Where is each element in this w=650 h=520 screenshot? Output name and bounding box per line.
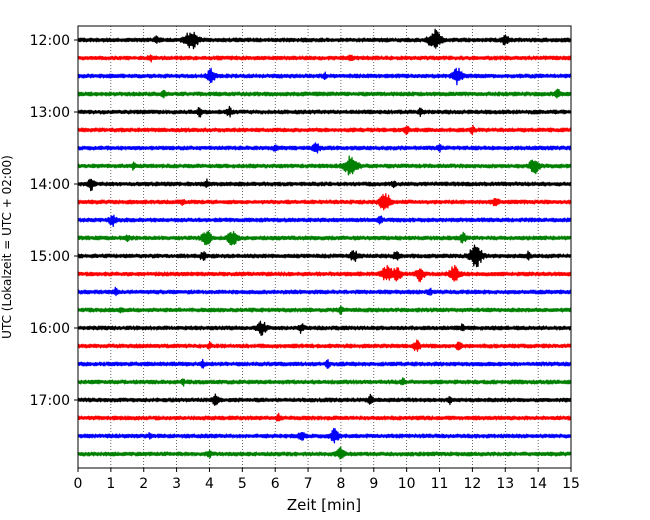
trace-line xyxy=(77,427,572,444)
trace-line xyxy=(77,339,572,352)
trace-line xyxy=(77,155,572,176)
trace-line xyxy=(77,54,572,63)
x-tick-label: 2 xyxy=(139,476,148,492)
x-axis: 0 1 2 3 4 5 6 7 8 9 10 11 12 13 14 15 xyxy=(74,468,580,492)
y-tick-label: 12:00 xyxy=(30,33,70,49)
traces xyxy=(77,28,572,460)
trace-line xyxy=(77,178,572,192)
x-tick-label: 15 xyxy=(562,476,580,492)
x-tick-label: 0 xyxy=(74,476,83,492)
y-tick-label: 16:00 xyxy=(30,321,70,337)
trace-line xyxy=(77,286,572,297)
x-axis-label: Zeit [min] xyxy=(287,496,361,514)
trace-line xyxy=(77,214,572,228)
plot-frame xyxy=(77,25,572,469)
x-tick-label: 3 xyxy=(172,476,181,492)
x-tick-label: 13 xyxy=(496,476,514,492)
y-tick-label: 14:00 xyxy=(30,177,70,193)
trace-line xyxy=(77,230,572,246)
trace-line xyxy=(77,193,572,211)
trace-line xyxy=(77,412,572,422)
trace-line xyxy=(77,28,572,50)
x-tick-label: 8 xyxy=(336,476,345,492)
y-axis: 12:00 13:00 14:00 15:00 16:00 17:00 xyxy=(30,33,78,409)
trace-line xyxy=(77,88,572,99)
trace-line xyxy=(77,142,572,154)
trace-line xyxy=(77,264,572,283)
x-tick-label: 7 xyxy=(304,476,313,492)
x-tick-label: 10 xyxy=(398,476,416,492)
x-tick-label: 9 xyxy=(369,476,378,492)
y-tick-label: 13:00 xyxy=(30,105,70,121)
y-tick-label: 17:00 xyxy=(30,393,70,409)
y-axis-label: UTC (Lokalzeit = UTC + 02:00) xyxy=(0,155,14,339)
x-tick-label: 5 xyxy=(238,476,247,492)
trace-line xyxy=(77,446,572,460)
trace-line xyxy=(77,320,572,337)
y-tick-label: 15:00 xyxy=(30,249,70,265)
x-tick-label: 12 xyxy=(463,476,481,492)
x-tick-label: 6 xyxy=(271,476,280,492)
trace-line xyxy=(77,105,572,118)
trace-line xyxy=(77,377,572,387)
trace-line xyxy=(77,305,572,315)
trace-line xyxy=(77,67,572,86)
x-tick-label: 1 xyxy=(106,476,115,492)
x-tick-label: 14 xyxy=(529,476,547,492)
trace-line xyxy=(77,358,572,369)
trace-line xyxy=(77,125,572,136)
x-tick-label: 4 xyxy=(205,476,214,492)
trace-line xyxy=(77,393,572,406)
x-tick-label: 11 xyxy=(431,476,449,492)
trace-line xyxy=(77,244,572,268)
